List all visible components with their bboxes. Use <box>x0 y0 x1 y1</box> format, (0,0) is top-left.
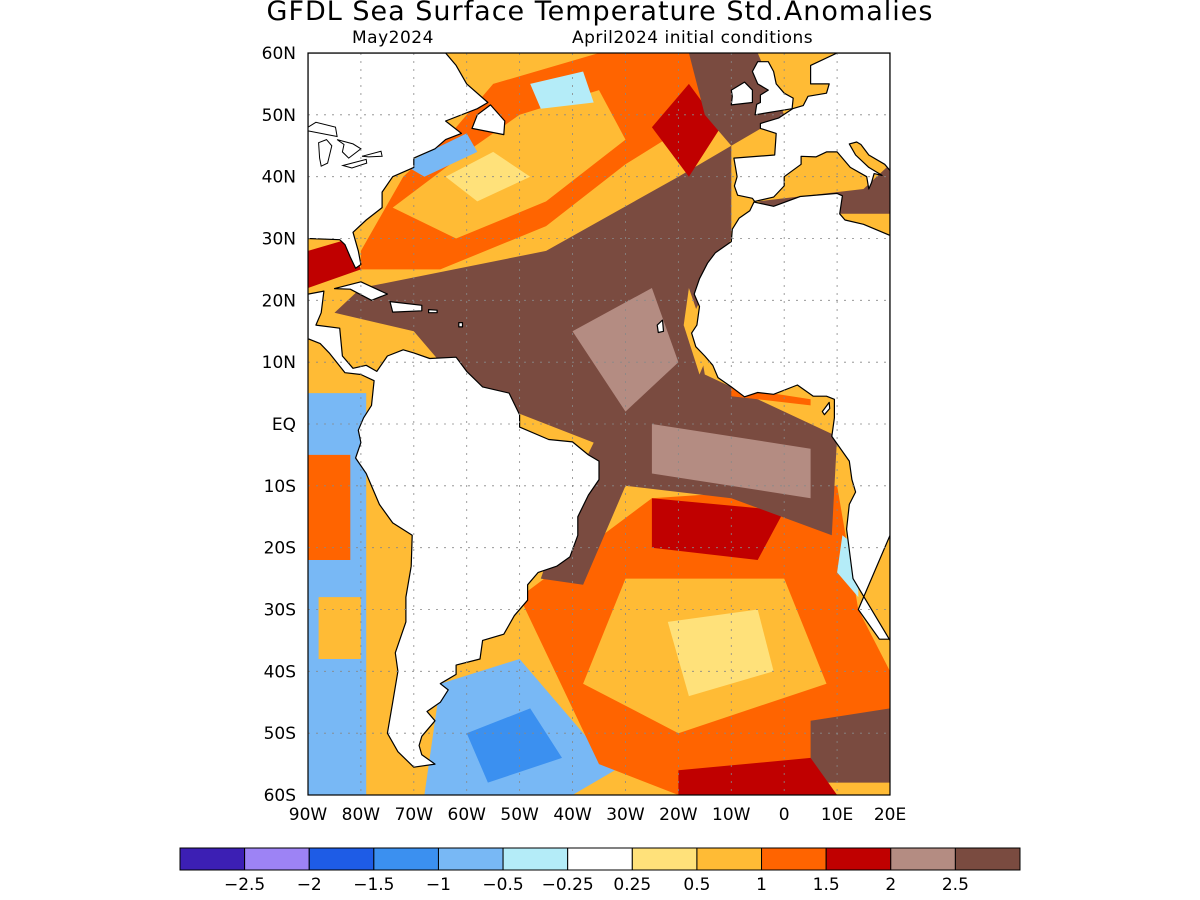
anomaly-patch <box>308 454 351 560</box>
latitude-label: 30N <box>262 230 296 250</box>
colorbar-swatch <box>179 847 246 871</box>
colorbar-swatch <box>373 847 439 871</box>
grid-lines <box>308 53 890 795</box>
colorbar-label: −2.5 <box>224 875 265 895</box>
latitude-label: 50N <box>262 106 296 126</box>
colorbar-label: −1 <box>426 875 451 895</box>
anomaly-patch <box>667 609 774 697</box>
colorbar-label: 2 <box>885 875 896 895</box>
longitude-label: 80W <box>342 805 381 825</box>
land-mass <box>308 53 890 768</box>
longitude-label: 50W <box>500 805 539 825</box>
lake-superior <box>308 121 338 138</box>
init-conditions-label: April2024 initial conditions <box>572 28 814 48</box>
south-america <box>308 290 600 768</box>
colorbar-swatch <box>567 847 633 871</box>
north-america <box>308 53 489 269</box>
africa <box>690 192 890 642</box>
colorbar-label: 1 <box>756 875 767 895</box>
anomaly-patch <box>651 498 785 560</box>
colorbar-swatch <box>890 847 956 871</box>
longitude-label: 30W <box>606 805 645 825</box>
colorbar-label: −1.5 <box>353 875 394 895</box>
latitude-label: 30S <box>264 601 296 621</box>
map-title: GFDL Sea Surface Temperature Std.Anomali… <box>266 0 934 27</box>
colorbar-swatch <box>825 847 892 871</box>
puerto-rico <box>428 309 438 314</box>
latitude-label: EQ <box>272 415 296 435</box>
anomaly-patch <box>678 757 838 795</box>
colorbar-label: 2.5 <box>942 875 969 895</box>
bioko-island <box>821 401 831 416</box>
colorbar-label: −2 <box>297 875 322 895</box>
colorbar-label: 0.5 <box>683 875 710 895</box>
anomaly-patch <box>403 133 478 177</box>
longitude-label: 10W <box>712 805 751 825</box>
latitude-label: 40N <box>262 168 296 188</box>
latitude-label: 50S <box>264 724 296 744</box>
longitude-label: 10E <box>821 805 853 825</box>
colorbar-swatch <box>761 847 827 871</box>
colorbar-label: −0.25 <box>542 875 594 895</box>
longitude-label: 20W <box>659 805 698 825</box>
latitude-label: 10N <box>262 353 296 373</box>
map-frame <box>307 52 891 796</box>
colorbar-label: 1.5 <box>813 875 840 895</box>
colorbar-swatch <box>631 847 698 871</box>
europe <box>733 53 890 202</box>
anomaly-patch <box>318 597 361 659</box>
colorbar-swatch <box>696 847 763 871</box>
anomaly-patch <box>810 708 890 783</box>
latitude-label: 60S <box>264 786 296 806</box>
lake-huron <box>336 139 362 159</box>
colorbar-swatch <box>437 847 504 871</box>
cape-verde-island <box>656 319 665 334</box>
lake-erie <box>340 158 368 169</box>
colorbar-label: −0.5 <box>482 875 523 895</box>
latitude-label: 10S <box>264 477 296 497</box>
valid-month-label: May2024 <box>352 28 434 48</box>
latitude-label: 20S <box>264 539 296 559</box>
latitude-labels: 60N 50N 40N 30N 20N 10N EQ 10S 20S 30S 40S 50S 60S <box>262 44 296 806</box>
anomaly-patch <box>466 708 562 783</box>
longitude-label: 90W <box>289 805 328 825</box>
latitude-label: 40S <box>264 662 296 682</box>
colorbar-swatch <box>502 847 569 871</box>
colorbar <box>179 847 1021 871</box>
lake-michigan <box>318 139 333 167</box>
longitude-labels: 90W 80W 70W 60W 50W 40W 30W 20W 10W 0 10E 20E <box>289 805 906 825</box>
lake-ontario <box>361 150 383 158</box>
colorbar-swatch <box>954 847 1021 871</box>
colorbar-swatch <box>308 847 375 871</box>
longitude-label: 70W <box>395 805 434 825</box>
cuba <box>333 281 388 301</box>
ireland <box>730 81 754 106</box>
colorbar-label: 0.25 <box>613 875 651 895</box>
anomaly-patch <box>530 71 594 109</box>
latitude-label: 60N <box>262 44 296 64</box>
great-britain <box>751 61 794 116</box>
colorbar-swatch <box>244 847 310 871</box>
longitude-label: 60W <box>448 805 487 825</box>
longitude-label: 0 <box>779 805 790 825</box>
anomaly-shading <box>308 53 890 795</box>
longitude-label: 20E <box>874 805 906 825</box>
colorbar-labels: −2.5 −2 −1.5 −1 −0.5 −0.25 0.25 0.5 1 1.5 2 2.5 <box>224 875 969 895</box>
longitude-label: 40W <box>553 805 592 825</box>
latitude-label: 20N <box>262 291 296 311</box>
map-field <box>308 53 890 795</box>
island <box>458 322 464 328</box>
newfoundland <box>471 104 506 136</box>
